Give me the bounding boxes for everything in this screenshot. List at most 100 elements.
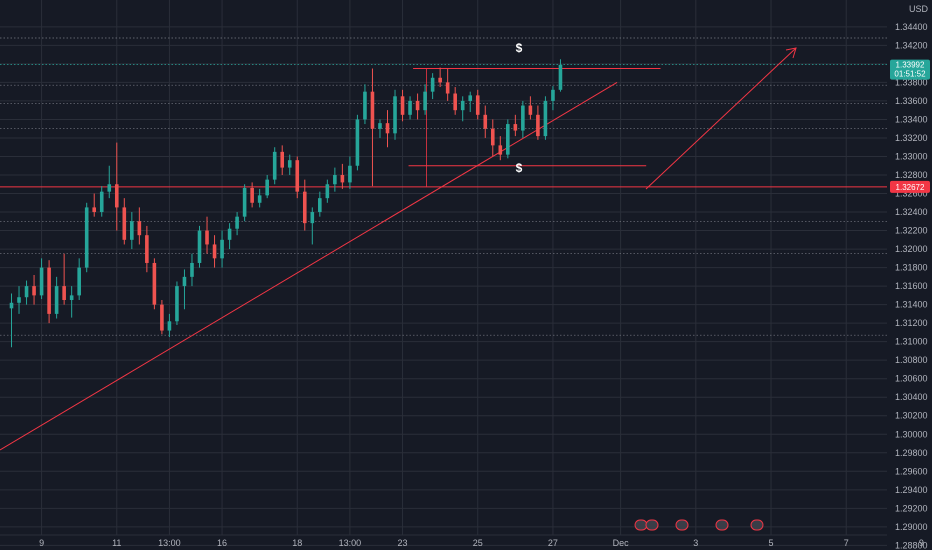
- event-icon[interactable]: [750, 519, 764, 531]
- candle-body[interactable]: [220, 239, 224, 259]
- candle-body[interactable]: [227, 228, 232, 240]
- candle-body[interactable]: [543, 100, 548, 137]
- candle-body[interactable]: [445, 82, 450, 94]
- candle-body[interactable]: [370, 91, 375, 129]
- candle-body[interactable]: [137, 221, 142, 236]
- price-tick-label: 1.33400: [895, 114, 928, 124]
- projection-arrow-head[interactable]: [785, 47, 797, 59]
- candle-body[interactable]: [295, 160, 300, 192]
- candle-body[interactable]: [182, 276, 187, 287]
- candle-body[interactable]: [272, 151, 277, 180]
- candle-body[interactable]: [17, 297, 21, 303]
- event-icon[interactable]: [634, 519, 648, 531]
- candle-body[interactable]: [468, 95, 473, 101]
- candle-body[interactable]: [130, 221, 134, 240]
- candle-body[interactable]: [114, 184, 119, 208]
- candle-body[interactable]: [242, 187, 247, 217]
- dollar-marker: $: [516, 41, 523, 55]
- candle-body[interactable]: [24, 286, 29, 298]
- candle-body[interactable]: [175, 286, 179, 322]
- last-price-badge[interactable]: [890, 59, 930, 80]
- candle-body[interactable]: [423, 91, 427, 111]
- candle-body[interactable]: [355, 119, 360, 166]
- candle-body[interactable]: [152, 262, 157, 305]
- candle-body[interactable]: [513, 124, 518, 131]
- candle-body[interactable]: [318, 198, 322, 213]
- candle-body[interactable]: [77, 267, 81, 296]
- currency-label: USD: [909, 4, 929, 14]
- candle-body[interactable]: [145, 235, 149, 263]
- candle-body[interactable]: [197, 230, 202, 263]
- candle-body[interactable]: [475, 95, 480, 115]
- event-icon[interactable]: [645, 519, 659, 531]
- price-tick-label: 1.33800: [895, 77, 928, 87]
- dollar-marker: $: [516, 161, 523, 175]
- candle-body[interactable]: [167, 321, 172, 331]
- price-tick-label: 1.30000: [895, 429, 928, 439]
- candle-body[interactable]: [558, 64, 563, 90]
- candle-body[interactable]: [310, 212, 315, 224]
- price-axis[interactable]: USD1.344001.342001.340001.338001.336001.…: [888, 0, 932, 550]
- candle-body[interactable]: [92, 207, 97, 213]
- candle-body[interactable]: [408, 100, 412, 115]
- candle-body[interactable]: [212, 244, 217, 259]
- candle-body[interactable]: [47, 267, 51, 314]
- candle-body[interactable]: [257, 195, 262, 203]
- candle-body[interactable]: [430, 77, 435, 92]
- candle-body[interactable]: [265, 179, 269, 196]
- candles[interactable]: [9, 59, 563, 348]
- candle-body[interactable]: [400, 96, 405, 115]
- candle-body[interactable]: [393, 96, 397, 134]
- candle-body[interactable]: [160, 304, 164, 331]
- price-tick-label: 1.31000: [895, 337, 928, 347]
- candle-body[interactable]: [483, 114, 488, 129]
- candle-body[interactable]: [302, 191, 307, 224]
- event-icon[interactable]: [675, 519, 689, 531]
- candle-body[interactable]: [340, 175, 345, 183]
- candle-body[interactable]: [378, 123, 382, 129]
- candle-body[interactable]: [460, 100, 465, 111]
- candle-body[interactable]: [62, 286, 66, 300]
- candle-body[interactable]: [453, 93, 457, 111]
- ascending-trendline[interactable]: [0, 81, 618, 451]
- candle-body[interactable]: [348, 165, 352, 183]
- level-price-badge[interactable]: [890, 180, 930, 193]
- candle-body[interactable]: [32, 286, 36, 296]
- candle-body[interactable]: [190, 262, 194, 277]
- candle-body[interactable]: [39, 267, 44, 296]
- candle-body[interactable]: [536, 114, 540, 137]
- candle-body[interactable]: [325, 184, 330, 199]
- price-tick-label: 1.29800: [895, 448, 928, 458]
- event-icon[interactable]: [715, 519, 729, 531]
- price-tick-label: 1.31200: [895, 318, 928, 328]
- candle-body[interactable]: [363, 91, 367, 120]
- candle-body[interactable]: [287, 160, 292, 168]
- candle-body[interactable]: [333, 175, 337, 185]
- candle-body[interactable]: [521, 105, 525, 131]
- candle-body[interactable]: [250, 187, 254, 203]
- drawings[interactable]: [0, 47, 887, 451]
- candle-body[interactable]: [54, 286, 59, 314]
- candle-body[interactable]: [235, 216, 239, 229]
- candle-body[interactable]: [438, 77, 442, 83]
- candle-body[interactable]: [9, 302, 14, 309]
- projection-arrow-line[interactable]: [645, 47, 797, 190]
- candle-body[interactable]: [122, 207, 127, 240]
- candle-body[interactable]: [99, 191, 104, 213]
- candle-body[interactable]: [280, 151, 285, 168]
- time-axis[interactable]: 9 11 13:00 16 18 13:00 23 25 27 Dec 3 5 7 9: [0, 519, 924, 548]
- candle-body[interactable]: [528, 105, 533, 115]
- candle-body[interactable]: [490, 128, 495, 146]
- candle-body[interactable]: [498, 145, 503, 155]
- candle-body[interactable]: [415, 100, 420, 111]
- candle-body[interactable]: [385, 123, 390, 134]
- candle-body[interactable]: [84, 207, 89, 268]
- candle-body[interactable]: [107, 184, 112, 192]
- candle-body[interactable]: [205, 230, 209, 245]
- price-tick-label: 1.30800: [895, 355, 928, 365]
- candle-body[interactable]: [551, 89, 555, 101]
- candle-body[interactable]: [69, 295, 74, 300]
- candle-body[interactable]: [506, 124, 510, 155]
